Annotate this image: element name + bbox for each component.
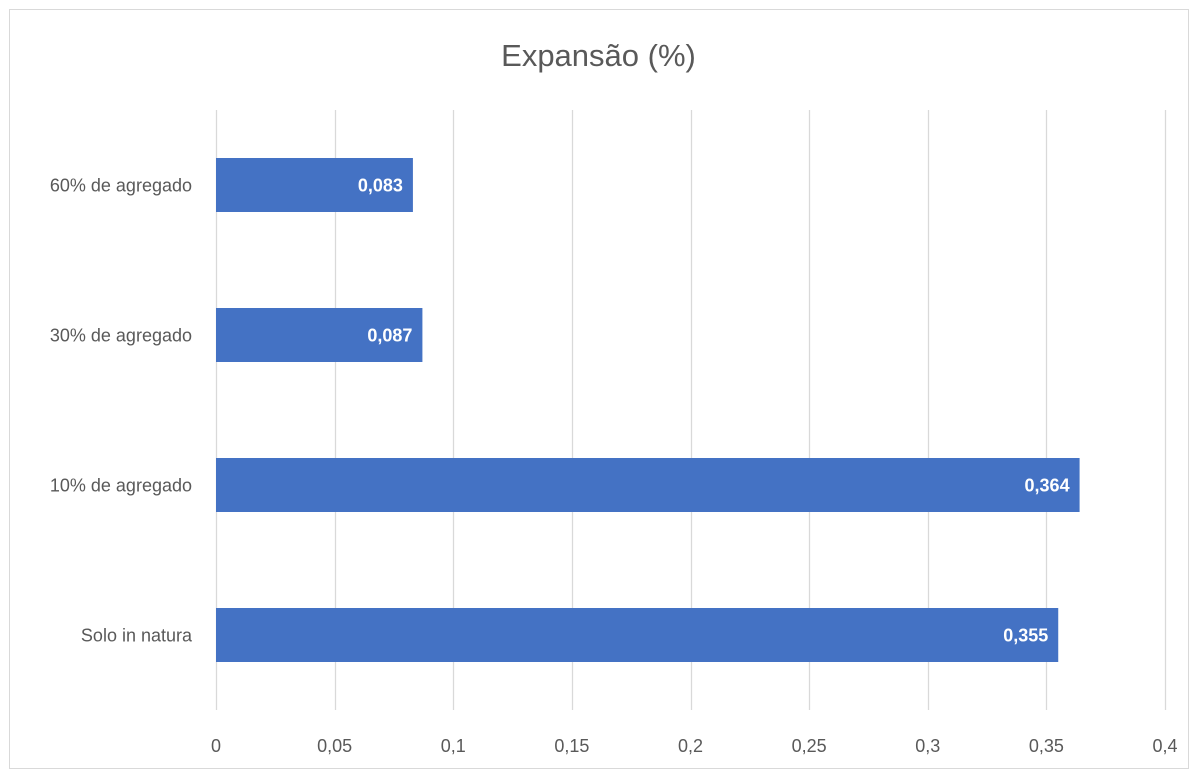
data-label: 0,364 — [1025, 476, 1070, 496]
x-tick-label: 0,1 — [441, 736, 466, 756]
x-tick-label: 0,4 — [1152, 736, 1177, 756]
chart-title: Expansão (%) — [501, 38, 696, 73]
x-tick-label: 0,3 — [915, 736, 940, 756]
category-label: 60% de agregado — [50, 176, 192, 196]
x-tick-label: 0,25 — [792, 736, 827, 756]
x-tick-label: 0,35 — [1029, 736, 1064, 756]
data-label: 0,087 — [367, 326, 412, 346]
bar — [216, 308, 423, 362]
data-label: 0,083 — [358, 176, 403, 196]
x-tick-label: 0,15 — [554, 736, 589, 756]
category-label: 30% de agregado — [50, 326, 192, 346]
category-label: Solo in natura — [81, 626, 193, 646]
bars — [216, 158, 1080, 662]
x-tick-label: 0,05 — [317, 736, 352, 756]
bar — [216, 608, 1059, 662]
data-label: 0,355 — [1003, 626, 1048, 646]
x-tick-label: 0,2 — [678, 736, 703, 756]
bar — [216, 158, 413, 212]
bar — [216, 458, 1080, 512]
labels: 0 0,05 0,1 0,15 0,2 0,25 0,3 0,35 0,4 0,355 Solo i… — [50, 176, 1178, 757]
category-label: 10% de agregado — [50, 476, 192, 496]
x-tick-label: 0 — [211, 736, 221, 756]
